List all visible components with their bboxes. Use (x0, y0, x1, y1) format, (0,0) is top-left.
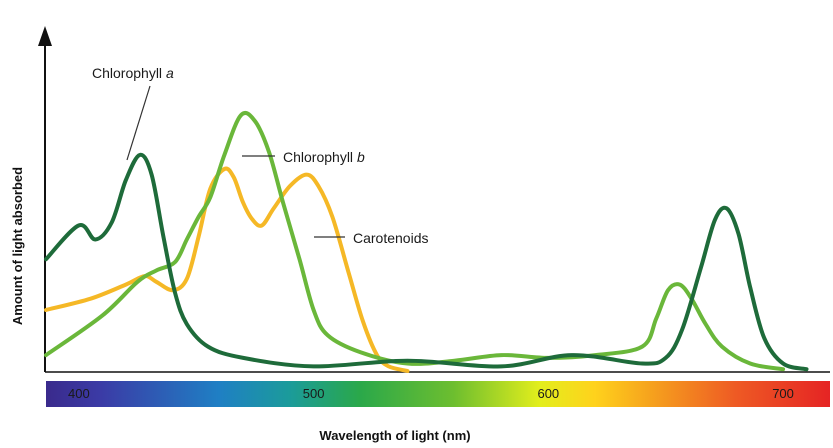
x-tick-400: 400 (68, 386, 90, 401)
series-line-chlorophyll-a (44, 152, 809, 372)
y-axis-title: Amount of light absorbed (10, 167, 25, 325)
series-label-chlorophyll-a: Chlorophyll a (92, 65, 174, 81)
x-axis-title: Wavelength of light (nm) (319, 428, 470, 443)
series-line-chlorophyll-b (44, 111, 786, 372)
x-tick-700: 700 (772, 386, 794, 401)
series-labels: Chlorophyll a Chlorophyll b Carotenoids (92, 65, 429, 246)
series-line-carotenoids (44, 166, 410, 373)
x-tick-600: 600 (537, 386, 559, 401)
series-label-carotenoids: Carotenoids (353, 230, 429, 246)
x-tick-labels: 400 500 600 700 (68, 386, 794, 401)
leader-line-chlorophyll-a (126, 85, 151, 161)
spectrum-bar (46, 381, 830, 407)
x-tick-500: 500 (303, 386, 325, 401)
series-layer (44, 111, 809, 373)
series-label-chlorophyll-b: Chlorophyll b (283, 149, 365, 165)
y-axis-arrow (38, 26, 52, 46)
